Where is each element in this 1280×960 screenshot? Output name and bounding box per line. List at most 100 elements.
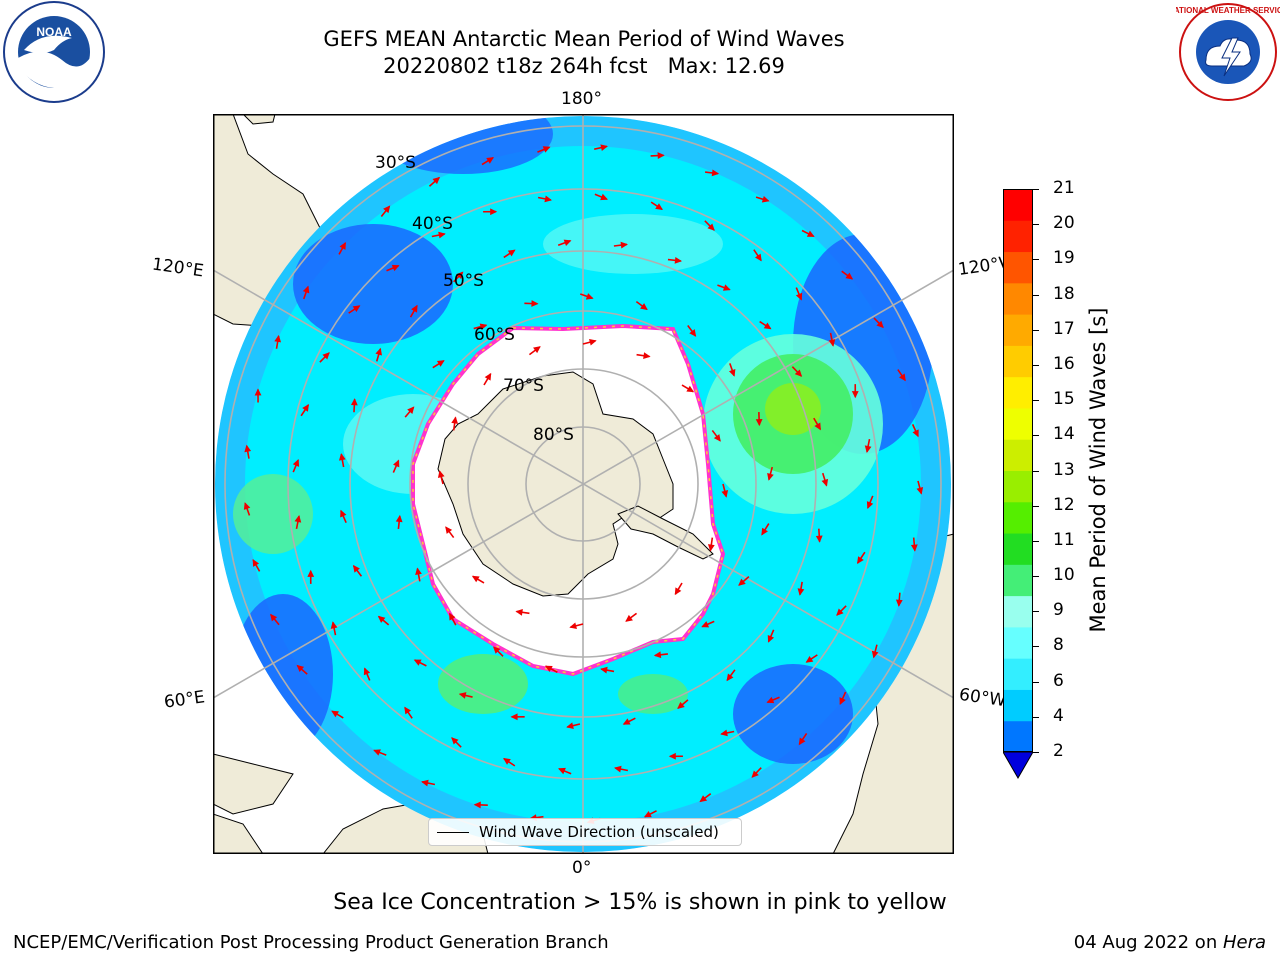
map-legend: Wind Wave Direction (unscaled) (428, 818, 742, 846)
wind-wave-arrow-head (720, 729, 728, 737)
wind-wave-arrow-head (839, 697, 846, 705)
colorbar-tick-label: 9 (1053, 600, 1064, 621)
wind-wave-arrow-head (876, 320, 884, 329)
colorbar-tick-label: 21 (1053, 178, 1075, 198)
wind-wave-arrow-head (544, 195, 552, 203)
wind-wave-arrow-head (395, 514, 403, 523)
wind-wave-arrow-head (643, 352, 651, 360)
colorbar-segment (1003, 564, 1033, 597)
wind-wave-arrow-head (600, 666, 608, 674)
colorbar-segment (1003, 189, 1033, 221)
colorbar-tick-mark (1033, 681, 1039, 683)
wind-wave-arrow-head (473, 801, 481, 809)
colorbar-segment (1003, 282, 1033, 315)
colorbar-tick-mark (1033, 435, 1039, 437)
longitude-label-120e: 120°E (150, 254, 205, 282)
wind-wave-arrow-head (338, 453, 346, 461)
wind-wave-arrow-head (600, 144, 608, 151)
wind-wave-arrow-head (307, 569, 315, 577)
colorbar-tick-label: 4 (1053, 705, 1064, 726)
colorbar-segment (1003, 407, 1033, 440)
wind-wave-arrow-head (302, 404, 309, 412)
colorbar-tick-mark (1033, 505, 1039, 507)
wind-wave-arrow-head (451, 737, 459, 745)
wind-wave-arrow-head (674, 587, 682, 596)
wind-wave-arrow-head (620, 241, 628, 249)
noaa-logo-text: NOAA (36, 25, 72, 39)
wave-period-zone (765, 383, 821, 435)
legend-label: Wind Wave Direction (unscaled) (479, 823, 719, 841)
wind-wave-arrow-head (857, 556, 864, 564)
wind-wave-arrow-head (895, 599, 903, 607)
wind-wave-arrow-head (643, 811, 652, 818)
wind-wave-arrow-head (738, 578, 746, 586)
wind-wave-arrow-head (274, 334, 282, 343)
wind-wave-arrow-head (614, 765, 622, 773)
wind-wave-arrow-head (754, 253, 762, 262)
wave-period-zone (543, 214, 723, 274)
colorbar-tick-mark (1033, 364, 1039, 366)
colorbar-segment (1003, 314, 1033, 346)
nws-logo-icon: NATIONAL WEATHER SERVICE (1176, 3, 1280, 101)
wind-wave-arrow-head (751, 770, 759, 778)
colorbar-extend-triangle (1003, 751, 1033, 779)
colorbar-tick-mark (1033, 189, 1039, 190)
wind-wave-arrow-head (445, 526, 453, 534)
wind-wave-arrow-head (806, 230, 815, 237)
colorbar-tick-label: 20 (1053, 213, 1075, 234)
wind-wave-arrow-head (566, 722, 574, 729)
colorbar-tick-label: 10 (1053, 565, 1075, 586)
colorbar-tick-label: 17 (1053, 318, 1075, 339)
wind-wave-arrow-head (407, 406, 415, 414)
wind-wave-arrow-head (866, 501, 874, 509)
colorbar-tick-label: 12 (1053, 494, 1075, 515)
colorbar-tick-label: 6 (1053, 670, 1064, 691)
wind-wave-arrow-head (828, 339, 836, 347)
wind-wave-arrow-head (798, 737, 806, 746)
colorbar-segment (1003, 439, 1033, 471)
wind-wave-arrow-head (542, 146, 551, 153)
wind-wave-arrow-head (331, 710, 339, 718)
wind-wave-arrow-head (722, 284, 731, 291)
wind-wave-arrow-head (910, 544, 918, 552)
longitude-label-60e: 60°E (162, 687, 207, 713)
wind-wave-arrow-head (668, 752, 676, 760)
wind-wave-arrow-head (653, 651, 662, 659)
wind-wave-arrow-head (569, 622, 577, 630)
colorbar-tick-mark (1033, 259, 1039, 261)
wind-wave-arrow-head (391, 264, 400, 272)
wave-period-zone (293, 224, 453, 344)
wind-wave-arrow-head (797, 588, 805, 596)
wind-wave-arrow-head (766, 696, 775, 704)
wind-wave-arrow-head (795, 292, 803, 301)
wind-wave-arrow-head (640, 303, 648, 311)
wind-wave-arrow-head (373, 749, 381, 756)
legend-line-icon (437, 832, 469, 833)
wind-wave-arrow-head (864, 445, 872, 453)
wind-wave-arrow-head (471, 575, 480, 583)
wind-wave-arrow-head (721, 490, 729, 498)
wind-wave-arrow-head (484, 372, 492, 381)
wind-wave-arrow-head (456, 271, 464, 279)
wind-wave-arrow-head (600, 193, 608, 201)
colorbar-tick-label: 13 (1053, 459, 1075, 480)
colorbar-tick-label: 8 (1053, 635, 1064, 656)
wind-wave-arrow-head (689, 329, 697, 337)
wind-wave-arrow-head (558, 767, 566, 775)
wind-wave-arrow-head (912, 429, 919, 438)
wind-wave-arrow-head (415, 567, 422, 576)
wind-wave-arrow-head (292, 459, 300, 467)
wind-wave-arrows (243, 144, 924, 824)
wave-period-zone (438, 654, 528, 714)
colorbar-tick-label: 19 (1053, 248, 1075, 269)
wind-wave-arrow-head (815, 535, 823, 543)
longitude-label-60w: 60°W (957, 684, 1008, 712)
wind-wave-arrow-head (383, 205, 391, 214)
wind-wave-arrow-head (411, 304, 418, 313)
wind-wave-arrow-head (490, 208, 498, 216)
wind-wave-arrow-head (375, 347, 382, 356)
wind-wave-arrow-head (363, 667, 371, 676)
colorbar-segment (1003, 251, 1033, 284)
longitude-label-180: 180° (561, 89, 602, 109)
polar-map: 30°S 40°S 50°S 60°S 70°S 80°S (213, 114, 954, 854)
